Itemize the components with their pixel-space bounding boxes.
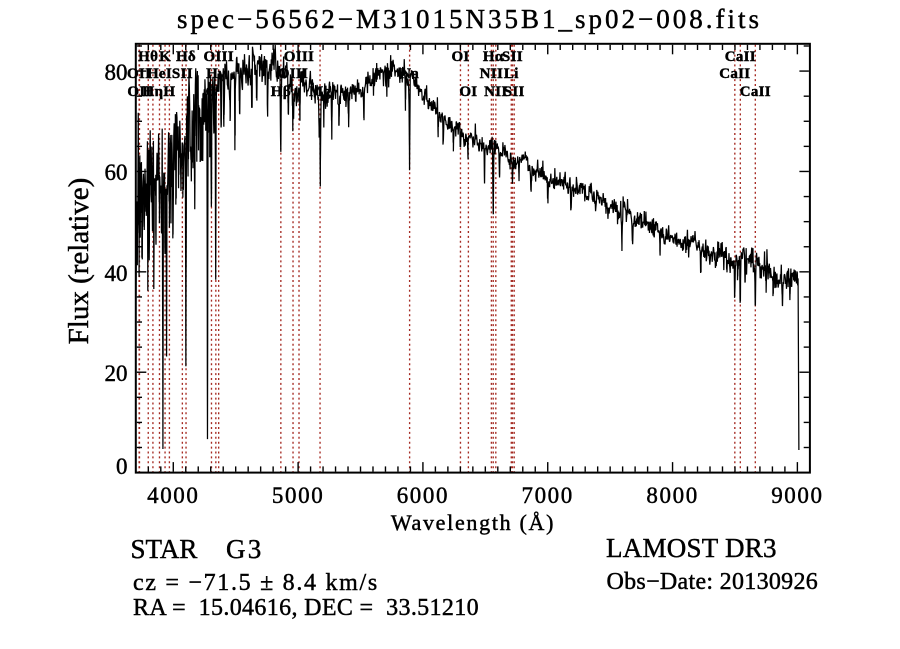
svg-text:Flux (relative): Flux (relative) <box>63 178 95 345</box>
